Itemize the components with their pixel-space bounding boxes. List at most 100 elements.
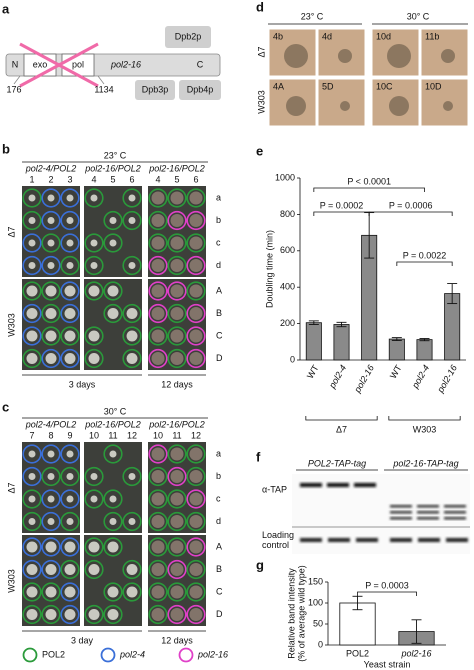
colony — [107, 285, 119, 297]
colony — [47, 194, 55, 202]
column-label: 10 — [89, 430, 99, 440]
colony-image — [443, 101, 453, 111]
row-label: C — [216, 586, 223, 596]
genotype-ring — [103, 489, 123, 509]
colony — [66, 495, 74, 503]
genotype-label: pol2-16/POL2 — [148, 419, 205, 429]
colony — [170, 329, 184, 343]
micrograph-label: 10d — [376, 31, 391, 41]
significance-bracket — [313, 187, 425, 192]
colony — [151, 515, 165, 528]
colony-image — [441, 49, 455, 63]
colony-image — [284, 44, 308, 68]
genotype-label: pol2-16/POL2 — [84, 419, 141, 429]
colony — [170, 191, 184, 205]
protein-bar — [5, 53, 221, 77]
colony — [107, 541, 119, 553]
genotype-ring — [103, 233, 123, 253]
x-tick-label: pol2-16 — [435, 363, 459, 395]
colony — [170, 236, 184, 250]
colony — [26, 308, 38, 319]
genotype-ring — [41, 559, 61, 580]
genotype-ring — [148, 210, 168, 231]
genotype-ring — [148, 255, 168, 276]
column-label: 11 — [108, 430, 117, 440]
genotype-ring — [60, 233, 80, 253]
blot-band — [356, 538, 378, 542]
genotype-ring — [60, 489, 80, 509]
colony — [151, 259, 165, 272]
group-bracket — [305, 416, 378, 421]
micrograph-label: 4b — [273, 31, 283, 41]
genotype-ring — [186, 303, 206, 324]
micrograph-label: 10D — [425, 81, 442, 91]
genotype-ring — [148, 233, 168, 253]
micrograph-label: 4A — [273, 81, 284, 91]
genotype-ring — [103, 210, 123, 231]
colony — [107, 609, 119, 620]
panel-label: e — [256, 143, 263, 158]
blot-band — [417, 511, 439, 514]
colony — [126, 353, 138, 364]
colony — [107, 586, 119, 598]
colony — [189, 352, 203, 365]
colony — [26, 330, 38, 342]
genotype-ring — [22, 582, 42, 602]
significance-bracket — [368, 211, 453, 216]
panel-label: d — [256, 0, 264, 14]
genotype-label: pol2-4/POL2 — [25, 419, 77, 429]
genotype-ring — [167, 303, 187, 324]
genotype-ring — [186, 233, 206, 253]
strain-label: W303 — [256, 90, 266, 114]
genotype-ring — [103, 582, 123, 602]
genotype-ring — [148, 489, 168, 509]
genotype-ring — [84, 281, 104, 301]
colony — [170, 492, 184, 506]
genotype-ring — [167, 537, 187, 557]
genotype-ring — [122, 326, 142, 346]
colony — [88, 285, 100, 297]
genotype-ring — [167, 348, 187, 369]
genotype-ring — [186, 348, 206, 369]
colony — [170, 284, 184, 298]
colony — [26, 285, 38, 297]
blot-band — [328, 538, 350, 542]
genotype-ring — [22, 233, 42, 253]
genotype-ring — [186, 281, 206, 301]
genotype-ring — [167, 489, 187, 509]
genotype-ring — [41, 303, 61, 324]
genotype-ring — [167, 466, 187, 487]
genotype-ring — [186, 255, 206, 276]
colony — [189, 307, 203, 320]
colony — [109, 217, 117, 224]
colony — [151, 352, 165, 365]
colony — [151, 608, 165, 621]
colony — [128, 473, 136, 480]
colony — [47, 518, 55, 525]
row-label: c — [216, 493, 221, 503]
colony — [88, 541, 100, 553]
lane-group-label: pol2-16-TAP-tag — [392, 458, 458, 468]
colony — [126, 586, 138, 598]
genotype-ring — [186, 604, 206, 625]
genotype-ring — [148, 281, 168, 301]
panel-label: b — [2, 141, 10, 156]
genotype-ring — [22, 489, 42, 509]
genotype-ring — [186, 466, 206, 487]
colony — [128, 262, 136, 269]
colony — [26, 609, 38, 620]
genotype-ring — [122, 210, 142, 231]
duration-label: 3 day — [71, 635, 94, 645]
temperature-label: 30° C — [407, 11, 430, 21]
legend-label: pol2-16 — [197, 649, 228, 659]
temperature-label: 23° C — [104, 150, 127, 160]
blot-band — [354, 483, 376, 487]
genotype-ring — [186, 210, 206, 231]
genotype-ring — [148, 582, 168, 602]
genotype-ring — [41, 489, 61, 509]
strain-label: Δ7 — [6, 226, 16, 237]
colony — [26, 586, 38, 598]
colony — [151, 284, 165, 298]
genotype-ring — [148, 188, 168, 208]
colony — [28, 473, 36, 480]
